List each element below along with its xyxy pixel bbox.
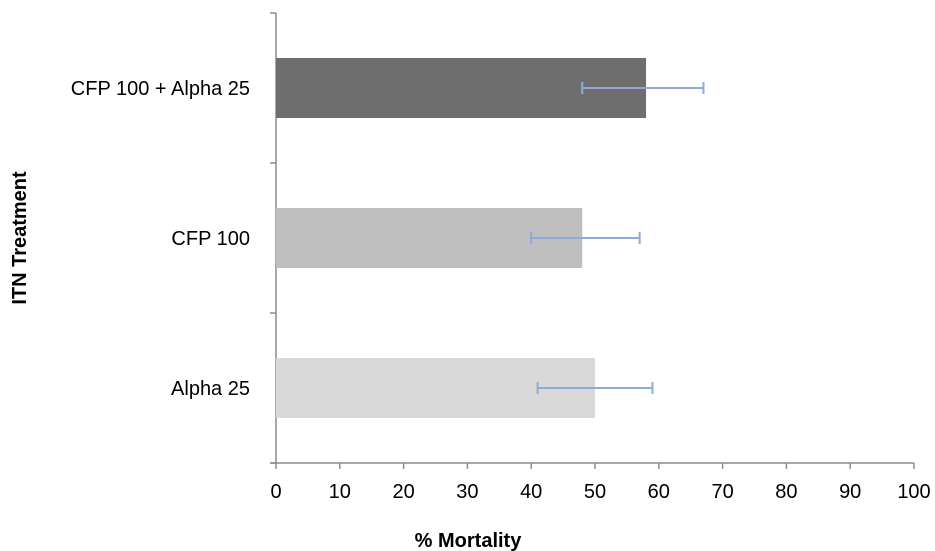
x-tick-label-60: 60 [648,481,670,503]
category-labels: Alpha 25 CFP 100 CFP 100 + Alpha 25 [71,78,250,400]
x-axis-title: % Mortality [415,530,523,551]
error-bars [530,82,705,394]
x-tick-label-90: 90 [839,481,861,503]
x-tick-label-20: 20 [392,481,414,503]
x-tick-labels: 0 10 20 30 40 50 60 70 80 90 100 [270,481,930,503]
x-tick-label-30: 30 [456,481,478,503]
category-label-cfp-100: CFP 100 [171,228,250,250]
category-label-cfp-100-alpha-25: CFP 100 + Alpha 25 [71,78,250,100]
x-tick-label-0: 0 [270,481,281,503]
x-tick-label-70: 70 [711,481,733,503]
y-axis-title: ITN Treatment [9,171,31,305]
x-tick-label-40: 40 [520,481,542,503]
x-tick-label-50: 50 [584,481,606,503]
x-tick-label-80: 80 [775,481,797,503]
x-tick-label-100: 100 [897,481,930,503]
bars [276,58,647,418]
category-label-alpha-25: Alpha 25 [171,378,250,400]
x-tick-label-10: 10 [329,481,351,503]
